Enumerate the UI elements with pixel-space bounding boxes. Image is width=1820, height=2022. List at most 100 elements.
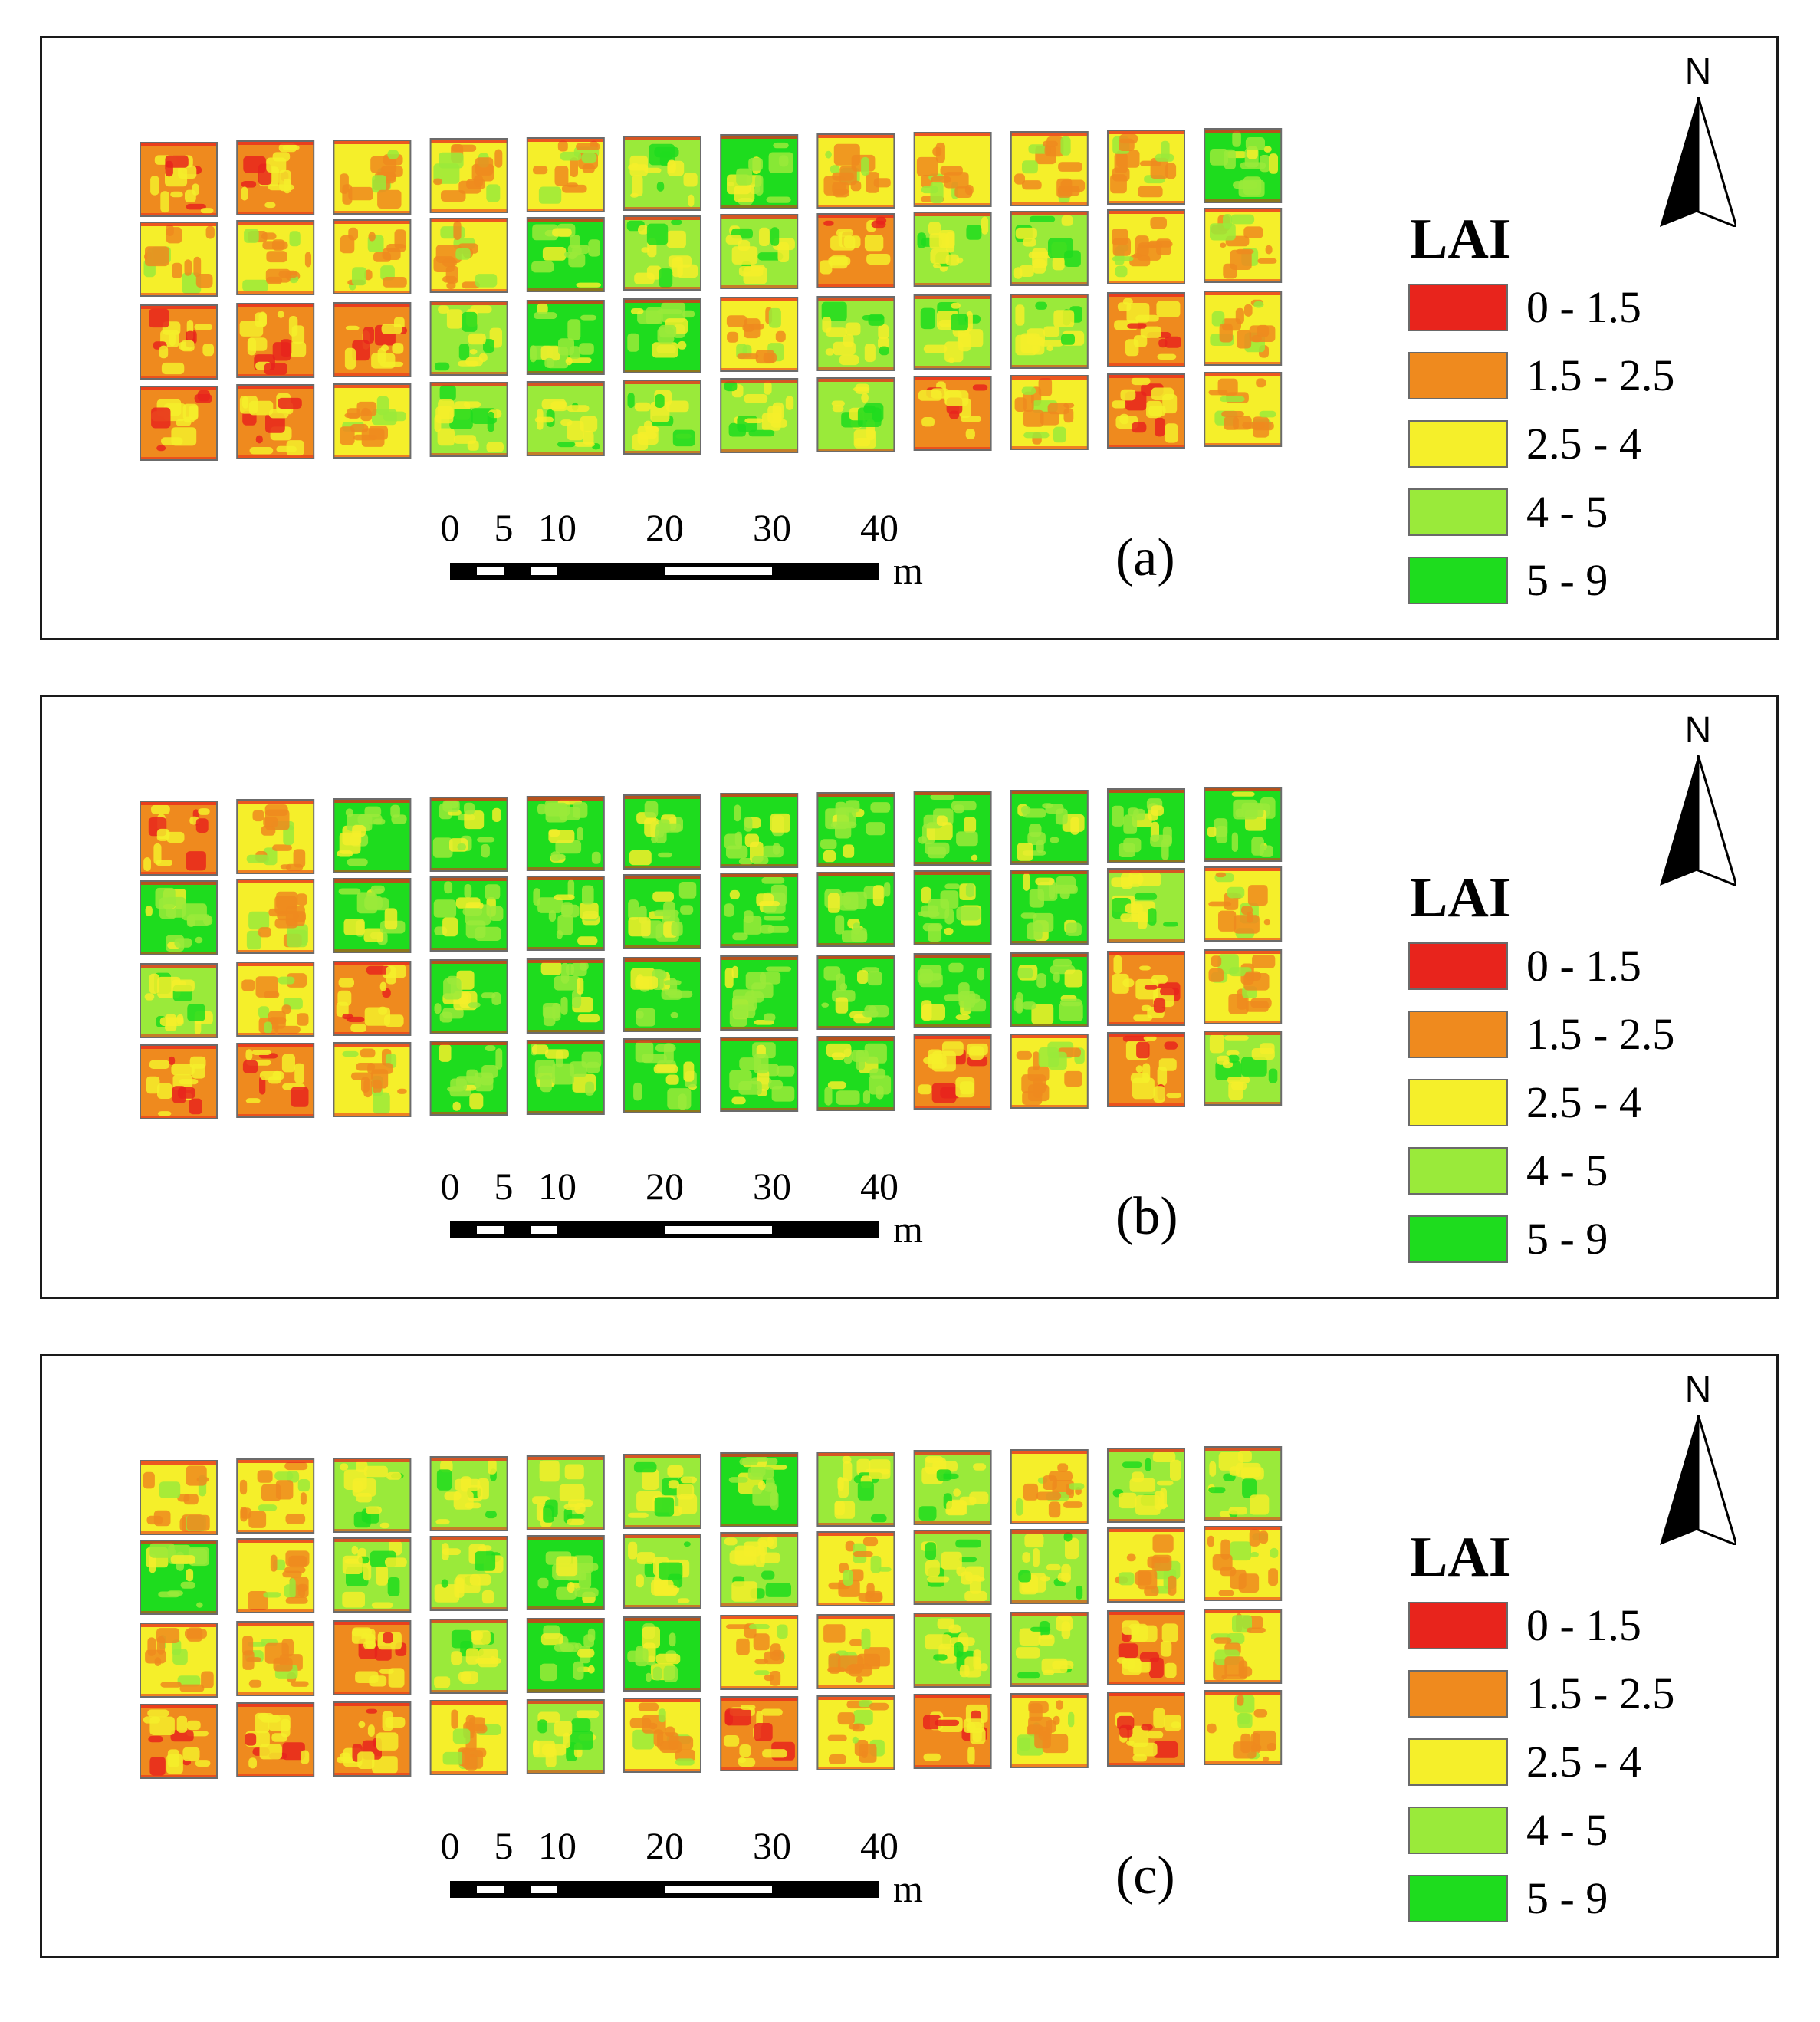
lai-legend: LAI 0 - 1.5 1.5 - 2.5 2.5 - 4 4 - 5 5 - 9 (1408, 867, 1746, 1273)
legend-item: 1.5 - 2.5 (1408, 1000, 1746, 1068)
plot-cell (526, 1455, 605, 1530)
plot-cell (816, 1452, 895, 1527)
north-letter: N (1684, 710, 1712, 751)
plot-cell (816, 133, 895, 209)
plot-cell (1107, 292, 1185, 367)
legend-title: LAI (1410, 208, 1511, 271)
plot-cell (429, 876, 508, 952)
scale-tick-label: 20 (646, 1165, 684, 1208)
plot-cell (526, 876, 605, 951)
plot-grid (140, 128, 1283, 461)
plot-cell (333, 1701, 412, 1777)
plot-cell (1010, 1693, 1089, 1768)
plot-cell (1204, 866, 1283, 942)
legend-title: LAI (1410, 866, 1511, 929)
plot-cell (720, 134, 799, 209)
plot-cell (913, 212, 992, 287)
plot-cell (333, 219, 412, 294)
scale-tick-label: 10 (538, 1824, 577, 1867)
panel-label: (a) (1115, 528, 1175, 587)
plot-cell (913, 953, 992, 1028)
legend-item: 4 - 5 (1408, 1136, 1746, 1205)
legend-item: 0 - 1.5 (1408, 932, 1746, 1000)
plot-cell (1107, 209, 1185, 284)
plot-cell (1107, 1448, 1185, 1523)
plot-cell (816, 872, 895, 947)
plot-cell (720, 1452, 799, 1527)
plot-cell (429, 138, 508, 213)
legend-swatch (1408, 1669, 1508, 1718)
plot-cell (1204, 128, 1283, 203)
plot-cell (333, 383, 412, 459)
legend-item: 4 - 5 (1408, 1796, 1746, 1864)
plot-cell (913, 1530, 992, 1605)
scale-bar: 0 5 10 20 30 40 m (441, 506, 1000, 598)
plot-cell (236, 1702, 315, 1777)
scale-tick-label: 40 (860, 1824, 899, 1867)
scale-unit: m (893, 1208, 923, 1251)
plot-cell (623, 215, 701, 291)
north-arrow: N (1637, 1370, 1759, 1554)
plot-cell (720, 793, 799, 868)
legend-item: 4 - 5 (1408, 478, 1746, 546)
plot-cell (913, 1450, 992, 1525)
plot-cell (1204, 208, 1283, 283)
legend-swatch (1408, 1146, 1508, 1195)
plot-cell (623, 1454, 701, 1529)
scale-tick-label: 20 (646, 506, 684, 549)
legend-label: 4 - 5 (1526, 1805, 1608, 1855)
legend-label: 2.5 - 4 (1526, 1077, 1641, 1127)
plot-cell (140, 304, 218, 380)
plot-cell (1010, 294, 1089, 369)
plot-cell (1010, 1449, 1089, 1524)
legend-label: 5 - 9 (1526, 555, 1608, 605)
legend-item: 5 - 9 (1408, 546, 1746, 614)
plot-cell (140, 386, 218, 461)
plot-cell (333, 1458, 412, 1533)
legend-label: 1.5 - 2.5 (1526, 350, 1675, 400)
plot-cell (623, 136, 701, 211)
plot-cell (140, 1704, 218, 1779)
plot-cell (720, 1532, 799, 1607)
plot-cell (333, 1620, 412, 1695)
plot-grid (140, 787, 1283, 1119)
legend-label: 5 - 9 (1526, 1873, 1608, 1923)
plot-cell (526, 1699, 605, 1774)
plot-cell (333, 961, 412, 1036)
plot-cell (623, 957, 701, 1032)
north-arrow: N (1637, 711, 1759, 895)
plot-cell (720, 955, 799, 1031)
scale-tick-label: 5 (494, 506, 514, 549)
plot-cell (913, 1034, 992, 1110)
plot-cell (140, 1044, 218, 1119)
legend-item: 1.5 - 2.5 (1408, 341, 1746, 409)
legend-item: 0 - 1.5 (1408, 273, 1746, 341)
north-arrow-icon (1660, 97, 1736, 227)
plot-cell (1010, 1612, 1089, 1687)
plot-cell (1107, 130, 1185, 205)
legend-swatch (1408, 1601, 1508, 1649)
scale-bar-graphic (450, 563, 879, 580)
plot-cell (333, 1042, 412, 1117)
legend-item: 2.5 - 4 (1408, 1728, 1746, 1796)
plot-cell (429, 1536, 508, 1611)
plot-cell (236, 1621, 315, 1696)
scale-tick-label: 30 (753, 1165, 791, 1208)
plot-cell (1010, 375, 1089, 450)
plot-cell (1107, 868, 1185, 943)
plot-cell (1107, 373, 1185, 449)
plot-cell (236, 962, 315, 1037)
legend-item: 2.5 - 4 (1408, 409, 1746, 478)
plot-cell (623, 1038, 701, 1113)
plot-cell (623, 874, 701, 949)
plot-cell (720, 214, 799, 289)
plot-cell (236, 220, 315, 295)
panel-label: (c) (1115, 1846, 1175, 1905)
legend-swatch (1408, 1874, 1508, 1922)
plot-cell (816, 1531, 895, 1606)
plot-cell (429, 301, 508, 376)
plot-cell (816, 1695, 895, 1770)
plot-cell (140, 142, 218, 217)
